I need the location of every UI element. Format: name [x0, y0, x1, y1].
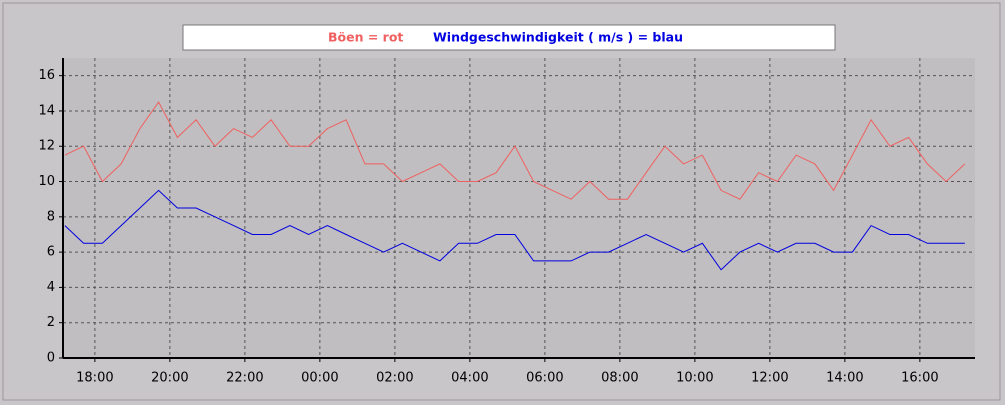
legend: Böen = rot Windgeschwindigkeit ( m/s ) = … — [182, 24, 836, 51]
x-tick-label: 12:00 — [751, 371, 788, 386]
legend-entry: Böen = rot — [328, 30, 403, 45]
x-tick-label: 16:00 — [901, 371, 938, 386]
x-tick-label: 00:00 — [301, 371, 338, 386]
legend-box — [182, 24, 836, 51]
y-tick-label: 14 — [38, 103, 55, 118]
x-tick-label: 18:00 — [76, 371, 113, 386]
x-tick-label: 06:00 — [526, 371, 563, 386]
series-line — [64, 101, 966, 200]
y-tick-label: 16 — [38, 68, 55, 83]
x-tick-label: 20:00 — [151, 371, 188, 386]
x-tick-label: 04:00 — [451, 371, 488, 386]
legend-entry: Windgeschwindigkeit ( m/s ) = blau — [433, 30, 683, 45]
y-tick-label: 10 — [38, 174, 55, 189]
plot-area — [63, 58, 975, 358]
x-tick-label: 14:00 — [826, 371, 863, 386]
x-tick-label: 02:00 — [376, 371, 413, 386]
y-tick-label: 6 — [47, 245, 55, 260]
y-tick-label: 12 — [38, 139, 55, 154]
y-tick-label: 4 — [47, 280, 55, 295]
series-line — [64, 189, 965, 271]
y-tick-label: 0 — [47, 351, 55, 366]
y-tick-label: 2 — [47, 315, 55, 330]
x-tick-label: 08:00 — [601, 371, 638, 386]
x-tick-label: 10:00 — [676, 371, 713, 386]
y-tick-label: 8 — [47, 209, 55, 224]
x-tick-label: 22:00 — [226, 371, 263, 386]
